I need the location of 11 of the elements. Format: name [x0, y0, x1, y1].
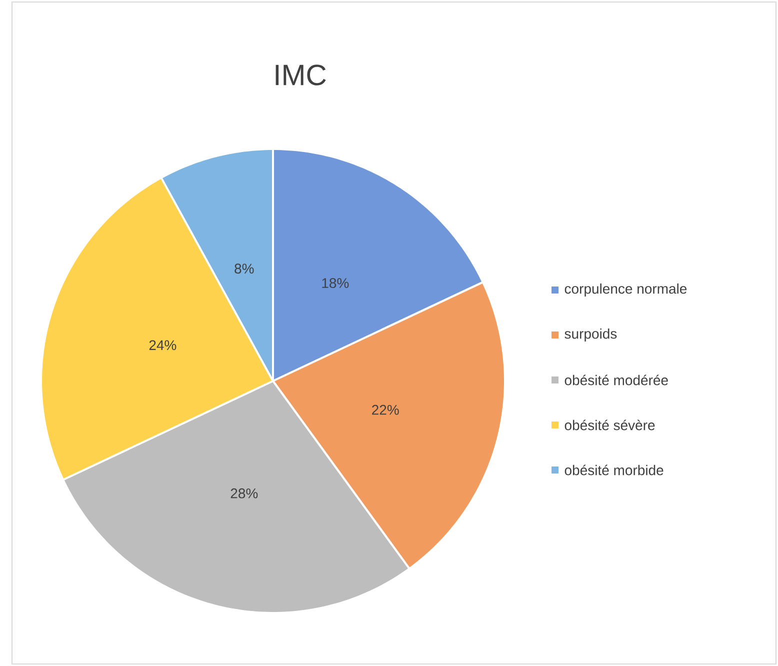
legend-label: surpoids: [564, 328, 617, 342]
legend-label: corpulence normale: [564, 283, 687, 297]
data-label: 28%: [230, 488, 258, 498]
data-label: 24%: [149, 340, 176, 350]
legend-label: obésité modérée: [564, 374, 668, 386]
legend-label: obésité morbide: [564, 464, 664, 476]
data-label: 18%: [322, 278, 349, 288]
chart-title: IMC: [276, 64, 326, 86]
data-label: 22%: [372, 404, 399, 415]
data-label: 8%: [234, 264, 254, 274]
legend-label: obésité sévère: [564, 420, 655, 430]
